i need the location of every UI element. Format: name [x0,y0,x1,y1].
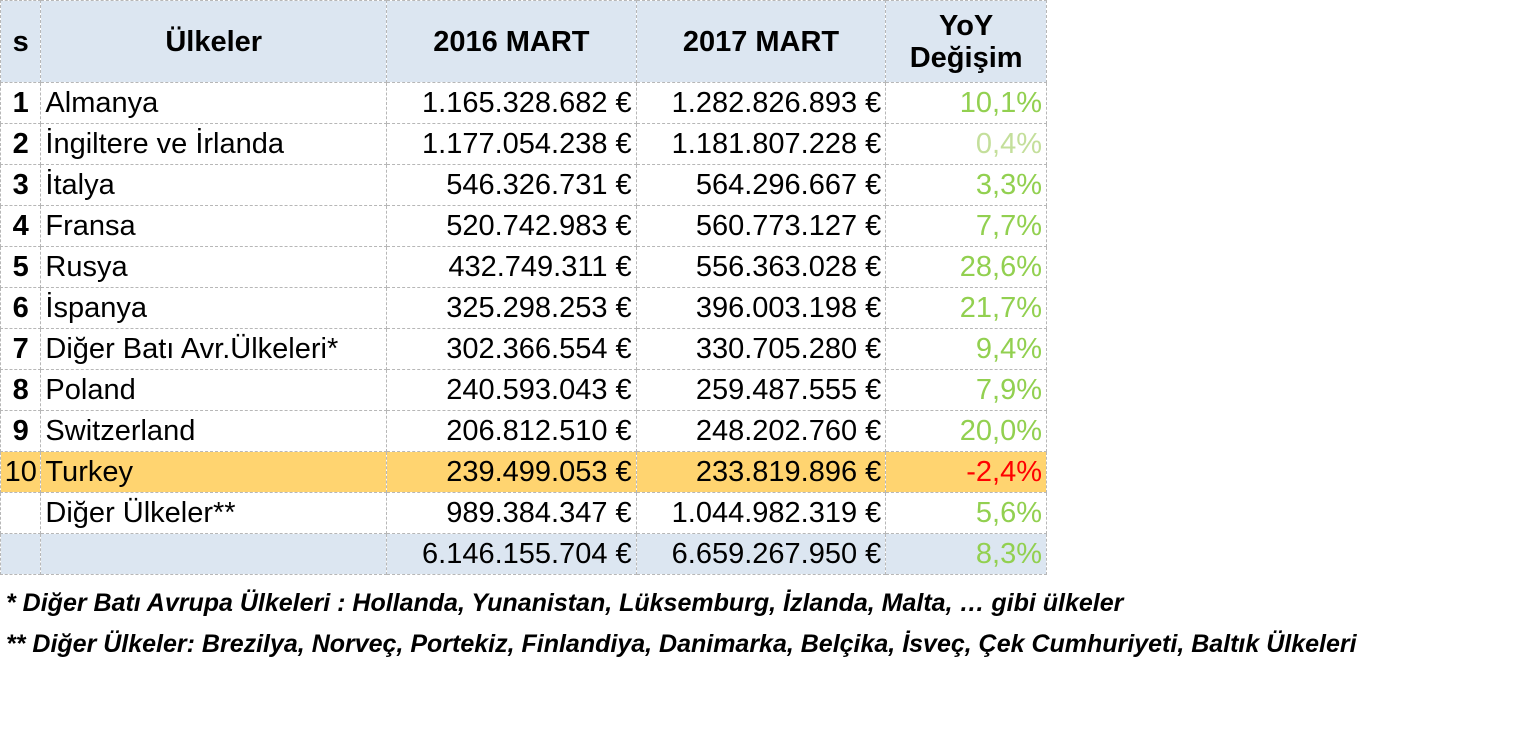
value-2016-cell[interactable]: 546.326.731 € [386,164,637,206]
yoy-cell[interactable]: 10,1% [885,82,1047,124]
yoy-cell[interactable]: 7,9% [885,369,1047,411]
yoy-cell[interactable]: 5,6% [885,492,1047,534]
yoy-cell[interactable]: 7,7% [885,205,1047,247]
header-2016[interactable]: 2016 MART [386,0,637,83]
value-2016-cell[interactable]: 520.742.983 € [386,205,637,247]
value-2017-cell[interactable]: 259.487.555 € [635,369,887,411]
header-yoy-line2: Değişim [909,41,1023,74]
yoy-cell[interactable]: 9,4% [885,328,1047,370]
rank-cell[interactable]: 4 [0,205,42,247]
value-2016-cell[interactable]: 240.593.043 € [386,369,637,411]
value-2017-cell[interactable]: 248.202.760 € [635,410,887,452]
table-row: 9 Switzerland 206.812.510 € 248.202.760 … [0,410,1047,452]
rank-cell[interactable]: 9 [0,410,42,452]
table-row: 5 Rusya 432.749.311 € 556.363.028 € 28,6… [0,246,1047,288]
table-row-highlighted: 10 Turkey 239.499.053 € 233.819.896 € -2… [0,451,1047,493]
value-2017-cell[interactable]: 233.819.896 € [635,451,887,493]
header-yoy[interactable]: YoY Değişim [885,0,1047,83]
export-table: s Ülkeler 2016 MART 2017 MART YoY Değişi… [0,0,1047,575]
yoy-cell[interactable]: 20,0% [885,410,1047,452]
country-cell[interactable]: Switzerland [40,410,388,452]
footnotes: * Diğer Batı Avrupa Ülkeleri : Hollanda,… [6,583,1357,665]
table-row: 2 İngiltere ve İrlanda 1.177.054.238 € 1… [0,123,1047,165]
country-cell[interactable]: Turkey [40,451,388,493]
value-2017-cell[interactable]: 396.003.198 € [635,287,887,329]
rank-cell[interactable]: 5 [0,246,42,288]
rank-cell[interactable] [0,492,42,534]
country-cell[interactable]: Diğer Ülkeler** [40,492,388,534]
rank-cell[interactable]: 8 [0,369,42,411]
yoy-cell[interactable]: 0,4% [885,123,1047,165]
country-cell[interactable]: İngiltere ve İrlanda [40,123,388,165]
table-row: 1 Almanya 1.165.328.682 € 1.282.826.893 … [0,82,1047,124]
total-2017-cell[interactable]: 6.659.267.950 € [635,533,887,575]
header-row: s Ülkeler 2016 MART 2017 MART YoY Değişi… [0,0,1047,83]
header-rank[interactable]: s [0,0,42,83]
rank-cell[interactable]: 10 [0,451,42,493]
value-2016-cell[interactable]: 302.366.554 € [386,328,637,370]
footnote-other-countries: ** Diğer Ülkeler: Brezilya, Norveç, Port… [6,630,1357,658]
total-label-cell[interactable] [40,533,388,575]
value-2017-cell[interactable]: 1.181.807.228 € [635,123,887,165]
total-rank-cell[interactable] [0,533,42,575]
value-2017-cell[interactable]: 330.705.280 € [635,328,887,370]
value-2016-cell[interactable]: 239.499.053 € [386,451,637,493]
yoy-cell[interactable]: 28,6% [885,246,1047,288]
header-yoy-line1: YoY [939,9,994,42]
total-yoy-cell[interactable]: 8,3% [885,533,1047,575]
header-2017[interactable]: 2017 MART [635,0,887,83]
country-cell[interactable]: Poland [40,369,388,411]
country-cell[interactable]: Almanya [40,82,388,124]
value-2016-cell[interactable]: 1.165.328.682 € [386,82,637,124]
table-row: Diğer Ülkeler** 989.384.347 € 1.044.982.… [0,492,1047,534]
value-2016-cell[interactable]: 432.749.311 € [386,246,637,288]
footnote-other-western-europe: * Diğer Batı Avrupa Ülkeleri : Hollanda,… [6,589,1124,617]
value-2016-cell[interactable]: 989.384.347 € [386,492,637,534]
total-row: 6.146.155.704 € 6.659.267.950 € 8,3% [0,533,1047,575]
country-cell[interactable]: İtalya [40,164,388,206]
rank-cell[interactable]: 6 [0,287,42,329]
value-2016-cell[interactable]: 325.298.253 € [386,287,637,329]
value-2017-cell[interactable]: 1.282.826.893 € [635,82,887,124]
country-cell[interactable]: Fransa [40,205,388,247]
country-cell[interactable]: İspanya [40,287,388,329]
table-row: 3 İtalya 546.326.731 € 564.296.667 € 3,3… [0,164,1047,206]
table-row: 4 Fransa 520.742.983 € 560.773.127 € 7,7… [0,205,1047,247]
yoy-cell[interactable]: -2,4% [885,451,1047,493]
value-2017-cell[interactable]: 564.296.667 € [635,164,887,206]
header-country[interactable]: Ülkeler [40,0,388,83]
table-row: 7 Diğer Batı Avr.Ülkeleri* 302.366.554 €… [0,328,1047,370]
value-2017-cell[interactable]: 1.044.982.319 € [635,492,887,534]
table-row: 6 İspanya 325.298.253 € 396.003.198 € 21… [0,287,1047,329]
rank-cell[interactable]: 3 [0,164,42,206]
country-cell[interactable]: Rusya [40,246,388,288]
total-2016-cell[interactable]: 6.146.155.704 € [386,533,637,575]
value-2016-cell[interactable]: 1.177.054.238 € [386,123,637,165]
table-row: 8 Poland 240.593.043 € 259.487.555 € 7,9… [0,369,1047,411]
yoy-cell[interactable]: 3,3% [885,164,1047,206]
value-2016-cell[interactable]: 206.812.510 € [386,410,637,452]
rank-cell[interactable]: 1 [0,82,42,124]
value-2017-cell[interactable]: 560.773.127 € [635,205,887,247]
yoy-cell[interactable]: 21,7% [885,287,1047,329]
rank-cell[interactable]: 2 [0,123,42,165]
rank-cell[interactable]: 7 [0,328,42,370]
country-cell[interactable]: Diğer Batı Avr.Ülkeleri* [40,328,388,370]
value-2017-cell[interactable]: 556.363.028 € [635,246,887,288]
